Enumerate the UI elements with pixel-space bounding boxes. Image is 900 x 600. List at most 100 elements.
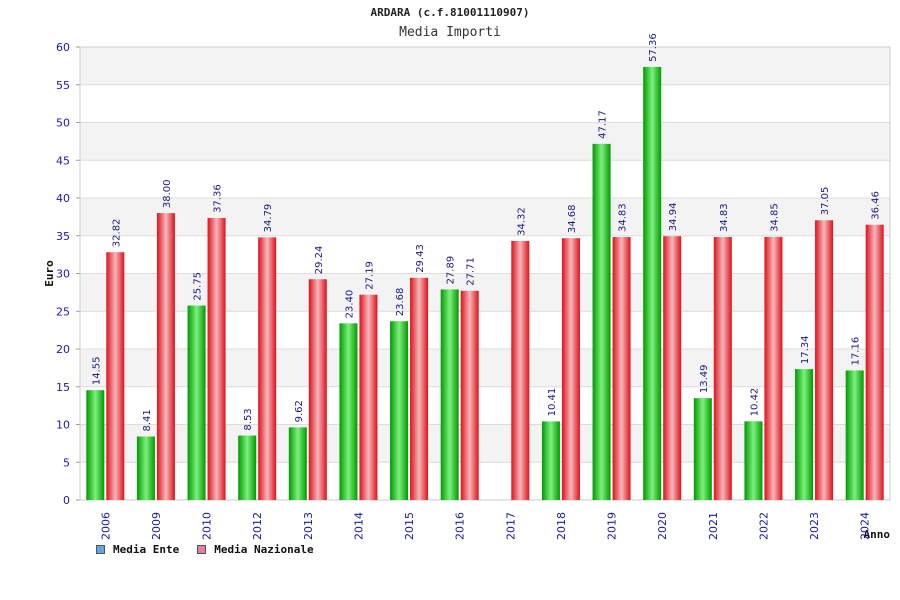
x-tick-label-2014: 2014 [352,512,365,540]
data-label-media-nazionale-2021: 34.83 [719,203,730,232]
bar-media-nazionale-2009 [156,213,175,500]
plot-frame [79,46,891,501]
x-tick-label-2018: 2018 [555,512,568,540]
data-label-media-nazionale-2010: 37.36 [213,184,224,213]
bar-media-nazionale-2013 [308,279,327,500]
x-tick-label-2019: 2019 [606,512,619,540]
data-label-media-nazionale-2012: 34.79 [263,204,274,233]
grid-band [80,47,890,85]
data-label-media-nazionale-2019: 34.83 [618,203,629,232]
data-label-media-nazionale-2018: 34.68 [567,205,578,234]
x-tick-label-2009: 2009 [150,512,163,540]
data-label-media-nazionale-2022: 34.85 [769,203,780,232]
x-tick-label-2024: 2024 [859,512,872,540]
bar-media-nazionale-2022 [764,236,783,500]
bar-media-nazionale-2021 [713,237,732,500]
data-label-media-nazionale-2023: 37.05 [820,187,831,216]
x-tick-label-2012: 2012 [251,512,264,540]
legend-label-media-ente: Media Ente [113,543,180,556]
x-tick-label-2015: 2015 [403,512,416,540]
bar-media-ente-2020 [643,66,662,500]
data-label-media-nazionale-2009: 38.00 [162,179,173,208]
bar-media-ente-2015 [390,321,409,500]
legend-item-media-nazionale: Media Nazionale [197,543,314,556]
y-tick-label: 5 [63,456,70,469]
x-tick-label-2006: 2006 [99,512,112,540]
bar-media-nazionale-2010 [207,217,226,500]
bar-media-nazionale-2023 [815,220,834,500]
legend-item-media-ente: Media Ente [96,543,179,556]
data-label-media-nazionale-2016: 27.71 [466,257,477,286]
y-tick-label: 25 [56,305,70,318]
y-tick-label: 20 [56,343,70,356]
y-tick-label: 0 [63,494,70,507]
bar-media-ente-2016 [440,289,459,500]
y-tick-label: 40 [56,192,70,205]
data-label-media-nazionale-2006: 32.82 [111,219,122,248]
bar-media-nazionale-2015 [410,277,429,500]
bar-media-ente-2019 [592,143,611,500]
bar-media-ente-2010 [187,305,206,500]
legend-swatch-media-ente [96,545,105,554]
legend-label-media-nazionale: Media Nazionale [214,543,314,556]
bar-media-ente-2014 [339,323,358,500]
data-label-media-nazionale-2017: 34.32 [516,207,527,236]
y-tick-label: 55 [56,79,70,92]
x-tick-label-2017: 2017 [504,512,517,540]
data-label-media-ente-2018: 10.41 [547,388,558,417]
bar-media-ente-2022 [744,421,763,500]
bar-media-ente-2023 [795,369,814,500]
bar-media-nazionale-2024 [865,224,884,501]
data-label-media-ente-2016: 27.89 [446,256,457,285]
bar-media-nazionale-2019 [612,237,631,500]
legend-swatch-media-nazionale [197,545,207,554]
y-tick-label: 50 [56,117,70,130]
bar-media-nazionale-2020 [663,236,682,500]
grid-band [80,122,890,161]
bar-media-ente-2018 [541,421,560,500]
y-tick-label: 35 [56,230,70,243]
bar-media-ente-2024 [845,370,864,500]
data-label-media-nazionale-2020: 34.94 [668,203,679,232]
data-label-media-ente-2020: 57.36 [648,33,659,62]
legend: Media Ente Media Nazionale [96,543,314,556]
y-tick-label: 15 [56,381,70,394]
bar-media-nazionale-2016 [460,290,479,500]
x-tick-label-2016: 2016 [454,512,467,540]
data-label-media-nazionale-2014: 27.19 [364,261,375,290]
y-axis-label: Euro [43,260,56,287]
data-label-media-ente-2023: 17.34 [800,335,811,364]
data-label-media-ente-2014: 23.40 [344,290,355,319]
y-tick-label: 45 [56,154,70,167]
x-tick-label-2010: 2010 [201,512,214,540]
data-label-media-nazionale-2015: 29.43 [415,244,426,273]
x-tick-label-2021: 2021 [707,512,720,540]
y-tick-label: 30 [56,268,70,281]
bar-media-ente-2006 [86,390,105,500]
bar-media-ente-2013 [288,427,307,500]
bar-media-nazionale-2018 [561,238,580,500]
y-tick-label: 10 [56,419,70,432]
bar-media-ente-2021 [693,398,712,500]
bar-media-ente-2009 [136,436,155,500]
data-label-media-ente-2024: 17.16 [851,337,862,366]
data-label-media-ente-2022: 10.42 [749,388,760,417]
data-label-media-ente-2013: 9.62 [294,400,305,422]
x-tick-label-2023: 2023 [808,512,821,540]
data-label-media-ente-2006: 14.55 [91,357,102,386]
y-tick-label: 60 [56,41,70,54]
data-label-media-nazionale-2024: 36.46 [871,191,882,220]
bar-media-nazionale-2006 [106,252,125,500]
data-label-media-ente-2012: 8.53 [243,408,254,430]
bar-media-nazionale-2014 [359,294,378,500]
x-axis-label: Anno [864,528,891,541]
data-label-media-nazionale-2013: 29.24 [314,246,325,275]
bar-media-ente-2012 [238,435,257,500]
x-tick-label-2022: 2022 [757,512,770,540]
bar-media-nazionale-2017 [511,240,530,500]
bar-media-nazionale-2012 [258,237,277,500]
data-label-media-ente-2015: 23.68 [395,288,406,317]
x-tick-label-2013: 2013 [302,512,315,540]
data-label-media-ente-2010: 25.75 [193,272,204,301]
